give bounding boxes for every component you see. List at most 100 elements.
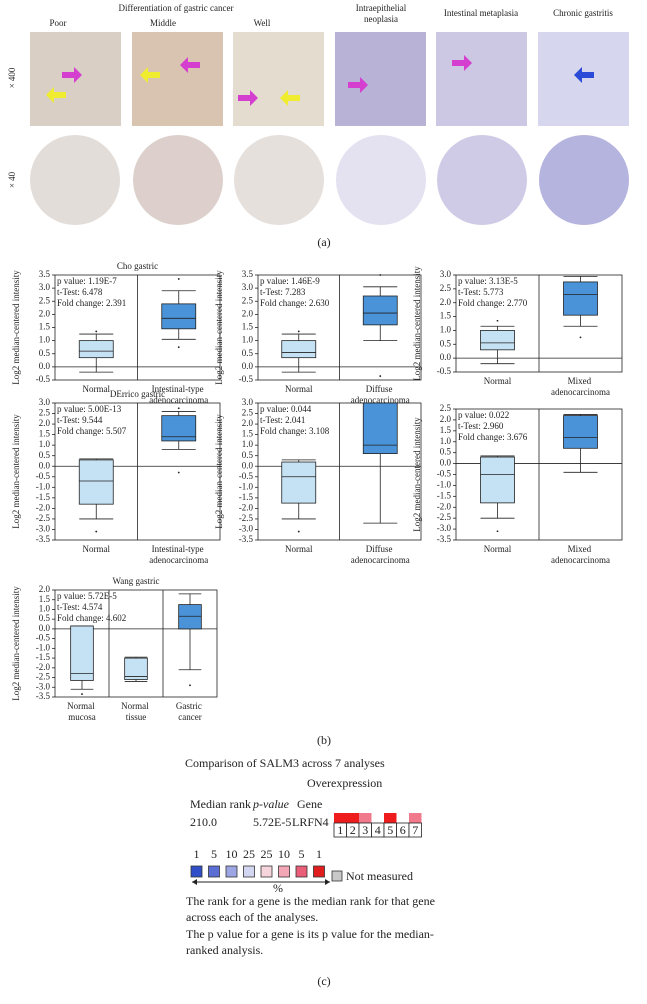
panel-label: (b)	[317, 733, 331, 747]
panel-label: (a)	[317, 235, 330, 249]
box-chart: Log2 median-centered intensity-3.5-3.0-2…	[214, 397, 422, 565]
stat-line: Fold change: 2.770	[458, 298, 528, 308]
chart-title: Cho gastric	[117, 261, 158, 271]
legend-unit: %	[273, 881, 283, 895]
note: The p value for a gene is its p value fo…	[186, 927, 434, 957]
stat-line: Fold change: 3.108	[260, 426, 330, 436]
not-measured-swatch	[331, 870, 343, 882]
stat-line: p value: 1.19E-7	[57, 276, 117, 286]
y-axis-label: Log2 median-centered intensity	[412, 266, 422, 381]
y-tick-label: 3.0	[242, 282, 254, 292]
y-tick-label: -0.5	[36, 633, 51, 643]
y-tick-label: -2.5	[36, 513, 51, 523]
y-tick-label: -0.5	[437, 469, 452, 479]
outlier	[579, 336, 582, 339]
category-label: Intestinal-type adenocarcinoma	[149, 384, 208, 405]
outlier	[379, 274, 382, 276]
box	[563, 281, 598, 316]
y-tick-label: -1.0	[437, 479, 452, 489]
y-tick-label: -1.5	[239, 492, 254, 502]
stat-line: Fold change: 5.507	[57, 426, 127, 436]
box	[78, 459, 114, 505]
y-tick-label: 2.0	[39, 418, 51, 428]
box	[78, 340, 114, 359]
y-tick-label: 3.0	[39, 397, 51, 407]
y-tick-label: 2.5	[242, 295, 254, 305]
arrow	[46, 87, 66, 103]
panel-label: (c)	[317, 974, 330, 988]
legend-label: 10	[226, 847, 238, 861]
y-tick-label: -3.5	[437, 534, 452, 544]
y-axis-label: Log2 median-centered intensity	[11, 586, 21, 701]
y-tick-label: -0.5	[36, 374, 51, 384]
stat-line: t-Test: 9.544	[57, 415, 103, 425]
analysis-number: 3	[362, 823, 368, 837]
chart-title: Wang gastric	[112, 576, 159, 586]
outlier	[189, 684, 191, 687]
y-tick-label: 2.0	[440, 297, 452, 307]
y-tick-label: 1.5	[242, 429, 254, 439]
y-tick-label: 2.0	[242, 418, 254, 428]
analysis-number: 7	[412, 823, 418, 837]
stat-line: p value: 3.13E-5	[458, 276, 518, 286]
y-tick-label: 0.5	[440, 338, 452, 348]
outlier	[379, 375, 382, 377]
category-label: Diffuse adenocarcinoma	[351, 384, 410, 405]
outlier	[496, 319, 499, 322]
micrographs	[30, 32, 629, 225]
y-tick-label: -2.0	[239, 502, 254, 512]
legend-label: 5	[299, 847, 305, 861]
stat-line: Fold change: 3.676	[458, 432, 528, 442]
y-tick-label: -2.5	[36, 672, 51, 682]
outlier	[81, 693, 83, 695]
y-tick-label: 1.0	[440, 436, 452, 446]
micrograph	[233, 32, 324, 126]
y-tick-label: 1.0	[242, 439, 254, 449]
y-tick-label: 1.5	[39, 322, 51, 332]
legend-swatch	[225, 865, 238, 878]
y-tick-label: 2.5	[440, 283, 452, 293]
arrow	[348, 77, 368, 93]
y-tick-label: 2.5	[242, 408, 254, 418]
legend-label: 1	[316, 847, 322, 861]
column-label: Poor	[49, 18, 66, 28]
analysis-cell	[371, 813, 384, 823]
legend-label: 10	[278, 847, 290, 861]
box	[124, 657, 148, 680]
y-tick-label: -2.0	[36, 662, 51, 672]
y-tick-label: 3.5	[39, 269, 51, 279]
tissue-core	[234, 135, 324, 225]
y-tick-label: 0.0	[39, 623, 51, 633]
y-tick-label: 0.0	[39, 361, 51, 371]
category-label: Normal	[285, 384, 313, 394]
comparison-title: Comparison of SALM3 across 7 analyses	[185, 756, 385, 770]
y-tick-label: 0.0	[242, 361, 254, 371]
y-tick-label: 2.5	[440, 403, 452, 413]
arrow	[180, 57, 200, 73]
analysis-number: 6	[400, 823, 406, 837]
micrograph	[335, 32, 426, 126]
y-tick-label: 0.0	[242, 460, 254, 470]
y-tick-label: -1.5	[437, 490, 452, 500]
category-label: Normal	[484, 544, 512, 554]
box	[70, 625, 94, 681]
plot-frame	[54, 589, 218, 698]
analysis-cell	[409, 813, 422, 823]
y-tick-label: 1.5	[440, 425, 452, 435]
y-tick-label: 0.0	[39, 460, 51, 470]
stat-line: p value: 5.72E-5	[57, 591, 117, 601]
category-label: Intestinal-type adenocarcinoma	[149, 544, 208, 565]
y-axis-label: Log2 median-centered intensity	[11, 270, 21, 385]
y-tick-label: 1.5	[39, 594, 51, 604]
category-label: Mixed adenocarcinoma	[551, 376, 610, 397]
column-label: Well	[254, 18, 271, 28]
group-title: Differentiation of gastric cancer	[118, 3, 233, 13]
y-tick-label: 2.0	[39, 308, 51, 318]
tissue-core	[539, 135, 629, 225]
arrow	[238, 90, 258, 106]
analysis-number: 4	[375, 823, 381, 837]
category-label: Diffuse adenocarcinoma	[351, 544, 410, 565]
y-tick-label: -3.5	[36, 691, 51, 701]
outlier	[177, 346, 180, 349]
